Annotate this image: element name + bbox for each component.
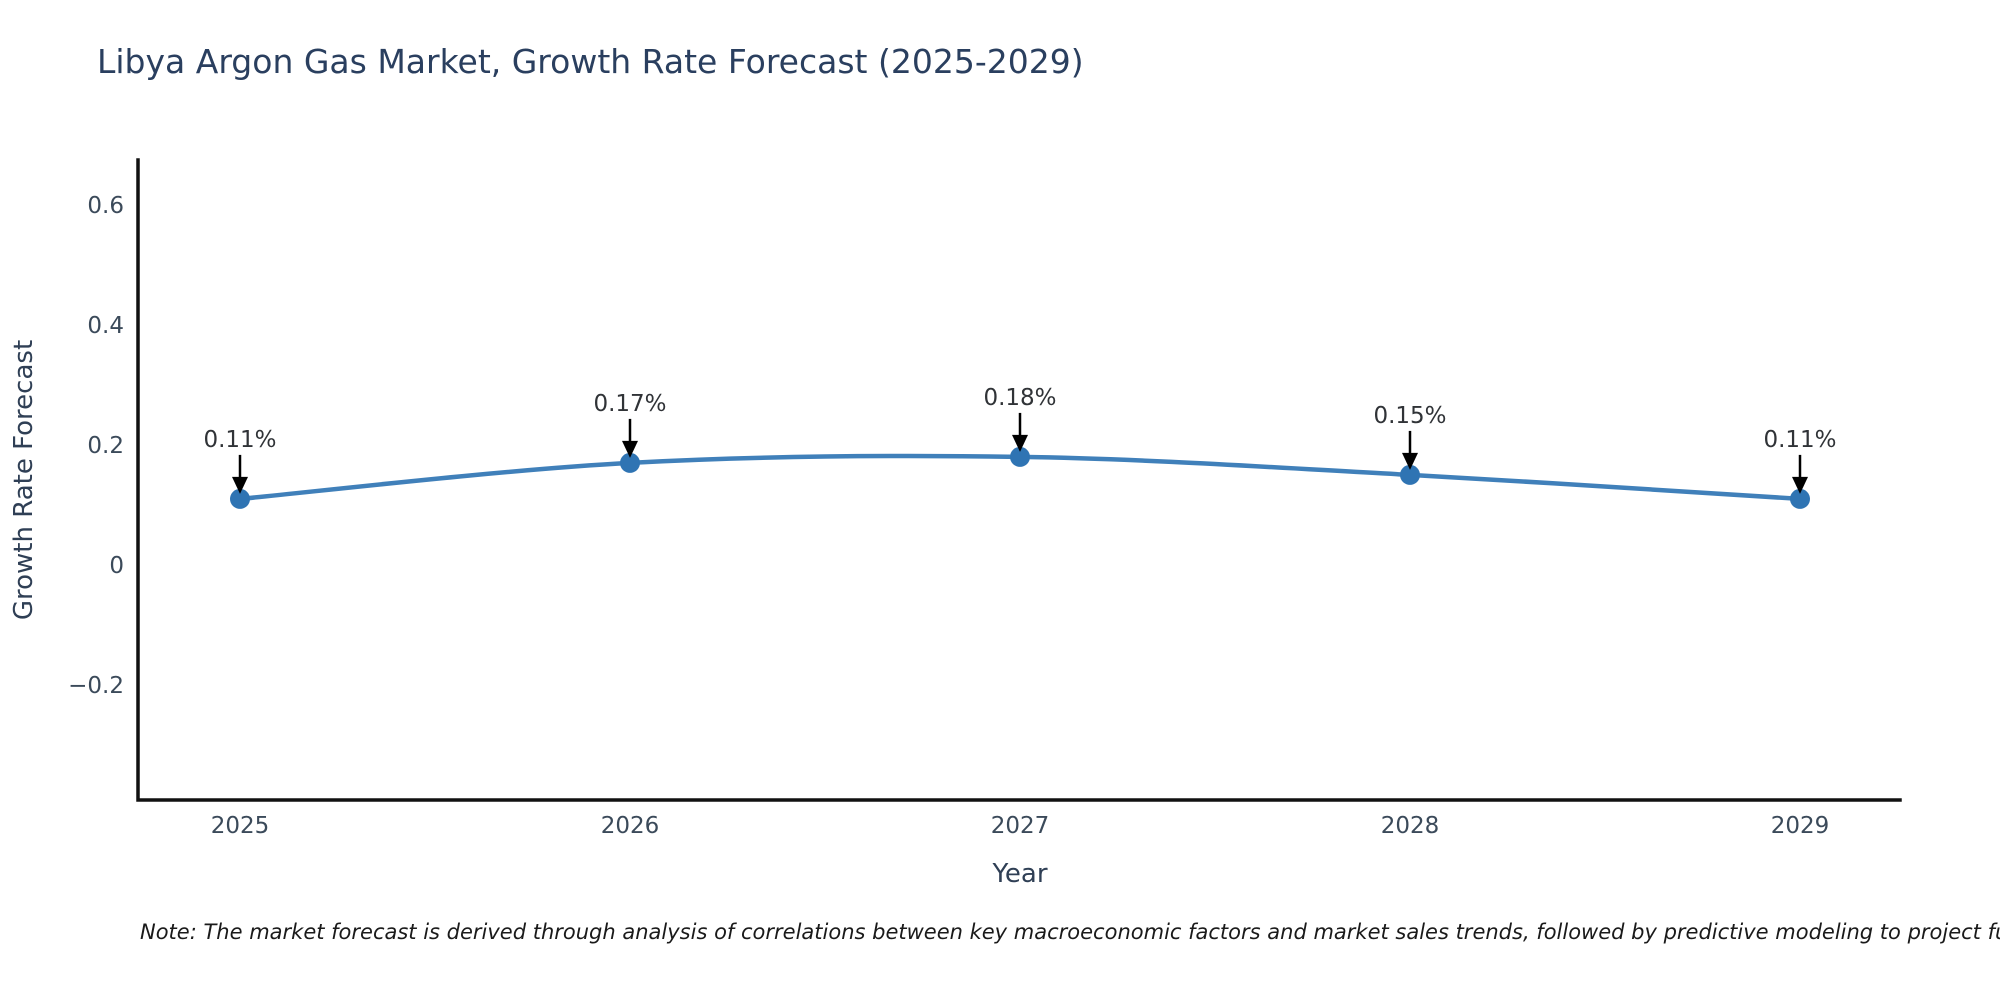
data-point-marker — [230, 488, 250, 509]
y-tick-label: −0.2 — [68, 673, 124, 699]
x-axis-title: Year — [991, 859, 1047, 889]
data-point-label: 0.11% — [1763, 427, 1836, 453]
x-tick-label: 2027 — [991, 813, 1050, 839]
annotation-arrow-head — [1012, 434, 1028, 452]
annotation-arrow-head — [232, 476, 248, 494]
data-point-marker — [1790, 488, 1810, 509]
y-axis-title: Growth Rate Forecast — [9, 340, 39, 620]
annotation-arrow-head — [1402, 452, 1418, 470]
data-point-marker — [1400, 464, 1420, 485]
data-point-label: 0.11% — [203, 427, 276, 453]
data-point-label: 0.15% — [1373, 403, 1446, 429]
x-tick-label: 2026 — [601, 813, 660, 839]
x-tick-label: 2029 — [1771, 813, 1830, 839]
y-tick-label: 0.2 — [87, 433, 124, 459]
annotation-arrow-head — [1792, 476, 1808, 494]
y-tick-label: 0 — [109, 553, 124, 579]
data-point-label: 0.18% — [983, 385, 1056, 411]
data-point-marker — [620, 452, 640, 473]
data-point-label: 0.17% — [593, 391, 666, 417]
footnote: Note: The market forecast is derived thr… — [140, 920, 2000, 944]
annotation-arrow-head — [622, 440, 638, 458]
x-tick-label: 2025 — [211, 813, 270, 839]
chart-title: Libya Argon Gas Market, Growth Rate Fore… — [97, 42, 1084, 81]
y-tick-label: 0.4 — [87, 313, 124, 339]
data-point-marker — [1010, 446, 1030, 467]
x-tick-label: 2028 — [1381, 813, 1440, 839]
axis-lines — [136, 158, 1902, 802]
y-tick-label: 0.6 — [87, 193, 124, 219]
